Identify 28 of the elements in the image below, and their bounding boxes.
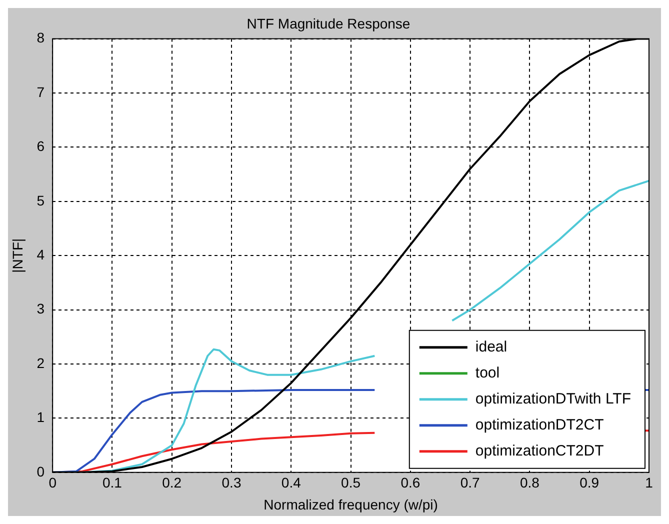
x-tick-label: 0.5	[341, 474, 361, 491]
y-tick-label: 3	[36, 300, 45, 317]
y-tick-label: 6	[36, 138, 45, 154]
x-axis-title: Normalized frequency (w/pi)	[264, 496, 438, 512]
y-axis-title: |NTF|	[9, 238, 26, 273]
x-tick-label: 0.4	[281, 474, 302, 491]
x-tick-label: 0.1	[102, 474, 122, 491]
x-tick-label: 0	[48, 474, 57, 491]
legend-label: optimizationDTwith LTF	[475, 390, 632, 408]
y-tick-label: 1	[36, 409, 45, 426]
x-tick-label: 0.7	[460, 474, 480, 491]
x-tick-label: 0.3	[222, 474, 242, 491]
y-tick-label: 7	[36, 84, 45, 100]
legend-label: tool	[475, 364, 500, 382]
x-tick-label: 1	[645, 474, 654, 491]
legend-label: optimizationCT2DT	[475, 442, 604, 460]
y-tick-label: 0	[36, 463, 45, 480]
y-tick-label: 2	[36, 354, 45, 371]
y-tick-label: 5	[36, 192, 45, 208]
x-tick-label: 0.6	[400, 474, 420, 491]
chart-title: NTF Magnitude Response	[246, 15, 410, 32]
legend-label: ideal	[475, 338, 508, 356]
x-tick-label: 0.8	[520, 474, 540, 491]
y-tick-label: 8	[36, 30, 45, 46]
legend-label: optimizationDT2CT	[475, 416, 604, 434]
x-tick-label: 0.9	[580, 474, 600, 491]
y-tick-label: 4	[36, 246, 45, 262]
x-tick-label: 0.2	[162, 474, 182, 491]
